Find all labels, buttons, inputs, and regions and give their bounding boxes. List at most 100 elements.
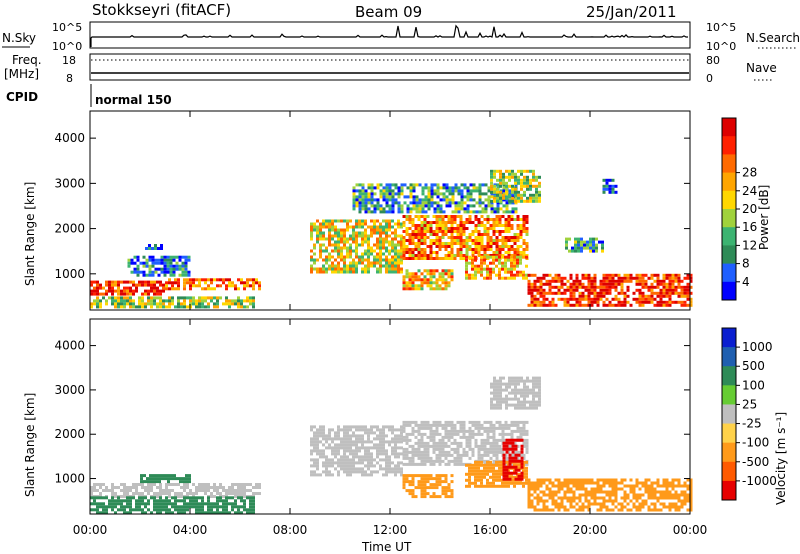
heatmap-cell (432, 477, 436, 481)
heatmap-cell (426, 480, 430, 484)
heatmap-cell (441, 453, 445, 457)
heatmap-cell (325, 464, 328, 468)
heatmap-cell (148, 264, 152, 268)
heatmap-cell (361, 461, 364, 465)
heatmap-cell (507, 450, 511, 454)
heatmap-cell (444, 269, 448, 273)
heatmap-cell (129, 505, 132, 509)
heatmap-cell (608, 276, 612, 280)
heatmap-cell (388, 186, 392, 190)
heatmap-cell (572, 496, 576, 500)
heatmap-cell (183, 299, 186, 303)
heatmap-cell (414, 441, 418, 445)
heatmap-cell (313, 225, 316, 229)
heatmap-cell (144, 505, 147, 509)
heatmap-cell (487, 201, 491, 205)
heatmap-cell (516, 251, 520, 254)
heatmap-cell (379, 240, 382, 244)
heatmap-cell (325, 437, 328, 441)
heatmap-cell (523, 406, 526, 410)
heatmap-cell (243, 284, 246, 288)
heatmap-cell (249, 278, 252, 282)
heatmap-cell (421, 201, 425, 205)
heatmap-cell (405, 287, 409, 291)
heatmap-cell (578, 508, 582, 512)
heatmap-cell (417, 474, 421, 478)
heatmap-cell (542, 297, 546, 301)
heatmap-cell (496, 391, 499, 395)
heatmap-cell (144, 511, 147, 515)
heatmap-cell (529, 187, 532, 191)
heatmap-cell (234, 505, 237, 509)
heatmap-cell (415, 195, 419, 199)
heatmap-cell (189, 281, 192, 285)
heatmap-cell (689, 478, 693, 482)
heatmap-cell (532, 193, 535, 197)
heatmap-cell (457, 207, 461, 211)
heatmap-cell (400, 192, 404, 196)
heatmap-cell (626, 285, 630, 289)
heatmap-cell (608, 190, 612, 194)
heatmap-cell (322, 452, 325, 456)
heatmap-cell (647, 478, 651, 482)
heatmap-cell (502, 456, 506, 460)
heatmap-cell (557, 490, 561, 494)
heatmap-cell (551, 490, 555, 494)
heatmap-cell (510, 267, 513, 271)
heatmap-cell (316, 449, 319, 453)
heatmap-cell (538, 196, 541, 200)
heatmap-cell (529, 388, 532, 392)
heatmap-cell (117, 305, 120, 309)
heatmap-cell (316, 219, 319, 223)
heatmap-cell (480, 233, 484, 236)
heatmap-cell (177, 483, 180, 486)
heatmap-cell (480, 267, 483, 271)
heatmap-cell (557, 508, 561, 512)
heatmap-cell (361, 195, 365, 199)
heatmap-cell (459, 459, 463, 463)
heatmap-cell (480, 472, 483, 476)
heatmap-cell (328, 243, 331, 247)
heatmap-cell (474, 273, 477, 277)
heatmap-cell (367, 258, 370, 262)
heatmap-cell (412, 183, 416, 187)
heatmap-cell (373, 258, 376, 262)
heatmap-cell (343, 467, 346, 471)
heatmap-cell (394, 186, 398, 190)
heatmap-cell (468, 233, 472, 236)
heatmap-cell (234, 299, 237, 303)
heatmap-cell (456, 432, 460, 436)
heatmap-cell (533, 487, 537, 491)
heatmap-cell (638, 282, 642, 286)
heatmap-cell (111, 505, 114, 509)
heatmap-cell (376, 204, 380, 208)
heatmap-cell (532, 184, 535, 188)
heatmap-cell (495, 463, 498, 467)
heatmap-cell (195, 486, 198, 489)
heatmap-cell (569, 499, 573, 503)
heatmap-cell (522, 429, 526, 433)
colorbar-segment (722, 190, 736, 210)
heatmap-cell (623, 294, 627, 298)
heatmap-cell (677, 276, 681, 280)
heatmap-cell (530, 505, 534, 509)
heatmap-cell (513, 239, 517, 242)
heatmap-cell (635, 493, 639, 497)
heatmap-cell (364, 198, 368, 202)
heatmap-cell (237, 508, 240, 512)
heatmap-cell (535, 400, 538, 404)
heatmap-cell (489, 276, 492, 280)
heatmap-cell (554, 303, 558, 307)
heatmap-cell (352, 452, 355, 456)
heatmap-cell (653, 496, 657, 500)
heatmap-cell (581, 285, 585, 289)
heatmap-cell (493, 172, 496, 176)
heatmap-cell (507, 215, 511, 218)
heatmap-cell (429, 459, 433, 463)
heatmap-cell (513, 441, 517, 445)
heatmap-cell (551, 508, 555, 512)
heatmap-cell (441, 230, 445, 233)
heatmap-cell (493, 187, 496, 191)
heatmap-cell (144, 305, 147, 309)
heatmap-cell (418, 204, 422, 208)
